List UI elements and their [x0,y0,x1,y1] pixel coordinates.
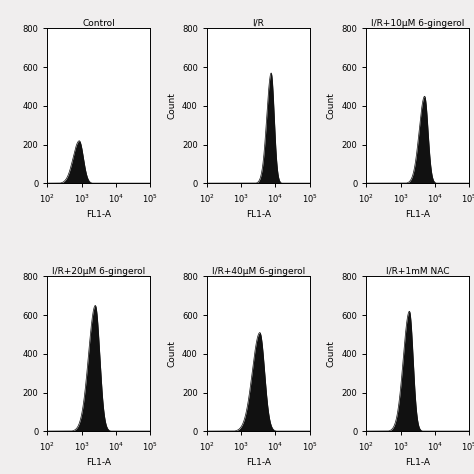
Title: I/R: I/R [252,18,264,27]
Title: I/R+10μM 6-gingerol: I/R+10μM 6-gingerol [371,18,465,27]
X-axis label: FL1-A: FL1-A [405,458,430,467]
X-axis label: FL1-A: FL1-A [405,210,430,219]
Title: I/R+40μM 6-gingerol: I/R+40μM 6-gingerol [212,266,305,275]
Title: I/R+20μM 6-gingerol: I/R+20μM 6-gingerol [52,266,146,275]
Y-axis label: Count: Count [167,92,176,119]
X-axis label: FL1-A: FL1-A [86,210,111,219]
Title: Control: Control [82,18,115,27]
Y-axis label: Count: Count [167,340,176,367]
Title: I/R+1mM NAC: I/R+1mM NAC [386,266,449,275]
Y-axis label: Count: Count [327,340,336,367]
X-axis label: FL1-A: FL1-A [246,210,271,219]
X-axis label: FL1-A: FL1-A [86,458,111,467]
X-axis label: FL1-A: FL1-A [246,458,271,467]
Y-axis label: Count: Count [327,92,336,119]
